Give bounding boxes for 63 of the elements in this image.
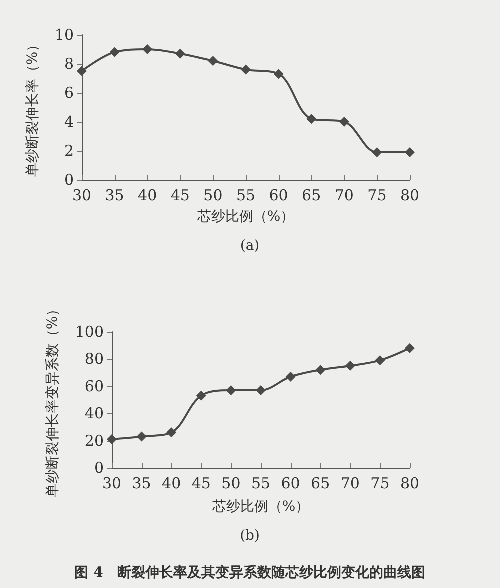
point [175,48,186,59]
x-tick-label: 75 [368,186,387,204]
x-tick-label: 30 [102,474,122,492]
y-tick-label: 20 [84,432,104,450]
point [110,47,120,58]
x-tick-label: 45 [170,186,190,204]
point [77,66,87,76]
point [345,361,356,371]
y-tick-label: 60 [84,377,104,396]
text: (b) [240,528,260,544]
x-tick-label: 50 [222,474,241,492]
x-tick-label: 50 [204,186,223,204]
x-tick-label: 55 [236,186,256,204]
y-tick-label: 8 [64,55,74,73]
point [166,428,177,438]
text: (a) [240,238,260,254]
y-axis-title: 单纱断裂伸长率变异系数（%） [45,302,61,498]
y-axis-title: 单纱断裂伸长率（%） [25,38,41,178]
point [196,390,206,401]
y-tick-label: 2 [64,142,74,160]
x-tick-label: 60 [281,474,300,492]
x-tick-label: 70 [334,186,354,204]
point [136,432,147,442]
point [226,385,236,396]
x-tick-label: 60 [269,186,288,204]
x-tick-label: 35 [105,186,124,204]
x-axis-title: 芯纱比例（%） [196,209,295,225]
point [316,365,326,376]
x-tick-label: 70 [340,474,360,492]
point [405,343,415,354]
x-tick-label: 30 [72,186,92,204]
x-tick-label: 40 [138,186,158,204]
y-tick-label: 10 [54,26,74,44]
point [107,434,117,444]
x-tick-label: 80 [400,186,420,204]
y-tick-label: 80 [84,350,104,368]
x-tick-label: 40 [162,474,182,492]
x-tick-label: 80 [400,474,420,492]
point [208,56,218,66]
x-tick-label: 55 [251,474,271,492]
y-tick-label: 100 [75,323,104,341]
point [286,372,296,382]
y-tick-label: 0 [64,171,74,189]
x-tick-label: 75 [370,474,390,492]
point [256,385,266,396]
x-tick-label: 35 [132,474,152,492]
point [375,356,386,366]
x-tick-label: 65 [302,186,322,204]
caption: 图 4 断裂伸长率及其变异系数随芯纱比例变化的曲线图 [74,564,426,581]
y-tick-label: 4 [64,113,74,131]
point [142,44,153,54]
x-tick-label: 65 [311,474,330,492]
point [405,147,415,158]
point [274,69,284,80]
point [241,64,251,75]
y-tick-label: 6 [64,84,74,102]
y-tick-label: 0 [94,459,104,477]
x-tick-label: 45 [192,474,211,492]
point [306,114,317,124]
point [339,117,350,127]
y-tick-label: 40 [84,404,104,423]
x-axis-title: 芯纱比例（%） [211,499,310,515]
point [372,147,382,158]
